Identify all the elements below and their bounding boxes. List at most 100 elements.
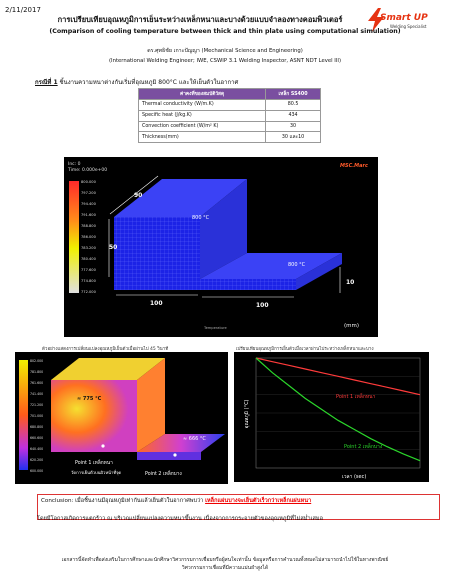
table-header: ค่าคงที่ของสมบัติวัสดุ	[137, 88, 267, 100]
legend-label: 788.800	[81, 224, 97, 228]
dimension-lines	[108, 175, 341, 298]
table-row: Convection coefficient (W/m² K) 30	[137, 120, 321, 133]
grid	[256, 376, 420, 450]
legend-label: 800.000	[81, 180, 97, 184]
legend-label: 797.200	[81, 191, 97, 195]
legend-label: 780.400	[81, 257, 97, 261]
logo-brand: Smart UP	[380, 13, 428, 23]
table-row: Thickness(mm) 30 และ10	[137, 131, 321, 144]
legend-label: 660.600	[30, 436, 43, 440]
legend-label: 640.400	[30, 447, 43, 451]
temp-label-thick: ≈ 775 °C	[77, 396, 102, 402]
thin-plate-side	[296, 253, 342, 290]
thick-block-top	[114, 179, 247, 217]
conclusion-lead: Conclusion: เมื่อชิ้นงานมีอุณหภูมิเท่ากั…	[41, 498, 206, 504]
cooling-chart-svg: อุณหภูมิ (°C) เวลา (sec) Point 1 เหล็กหน…	[243, 357, 421, 480]
dim-label: 10	[346, 279, 354, 286]
table-row: Thermal conductivity (W/m.K) 80.5	[137, 99, 321, 111]
thick-block-top	[51, 358, 165, 380]
legend-label: 783.200	[81, 246, 97, 250]
fem-model-graphic: Inc: 0 Time: 0.000e+00 MSC.Marc 800.000 …	[67, 161, 368, 330]
measure-note: วัดการเย็นตัวบนผิวหน้าที่จุด	[71, 469, 122, 476]
table-cell: Specific heat (J/kg.K)	[137, 109, 267, 122]
legend-label: 794.400	[81, 202, 97, 206]
material-properties-table: ค่าคงที่ของสมบัติวัสดุ เหล็ก SS400 Therm…	[137, 88, 321, 144]
table-cell: Convection coefficient (W/m² K)	[137, 120, 267, 133]
table-row: Specific heat (J/kg.K) 434	[137, 109, 321, 122]
legend-label: 680.800	[30, 425, 43, 429]
legend-label: 772.000	[81, 290, 97, 294]
legend-label: 781.800	[30, 370, 43, 374]
caption-right: เปรียบเทียบอุณหภูมิการเย็นตัวเมื่อเวลาผ่…	[236, 347, 374, 352]
dimension-labels: 90 50 100 100 10	[109, 192, 354, 309]
legend-label: 761.600	[30, 381, 43, 385]
temp-label-thin: ≈ 666 °C	[183, 436, 206, 442]
conclusion-highlight: เหล็กแผ่นบางจะเย็นตัวเร็วกว่าเหล็กแผ่นหน…	[205, 498, 312, 504]
credentials: (International Welding Engineer; IWE, CS…	[108, 58, 342, 64]
thick-block-side	[137, 358, 165, 452]
logo-tagline: Welding Specialist	[390, 24, 427, 29]
table-header: เหล็ก SS400	[265, 88, 321, 100]
temp-label-thick: 800 °C	[192, 215, 210, 221]
fem-legend-labels: 800.000 797.200 794.400 791.600 788.800 …	[81, 180, 97, 294]
author: ดร.ศุทธิชัย เกาะปัญญา (Mechanical Scienc…	[147, 48, 303, 54]
legend-label: 777.600	[81, 268, 97, 272]
fem-inc-text: Inc: 0	[68, 161, 81, 167]
logo: Smart UP Welding Specialist	[366, 6, 440, 36]
dim-label: 100	[150, 300, 163, 307]
thin-plate-front	[200, 279, 296, 290]
fem-cooling-graphic: 802.000 781.800 761.600 741.400 721.200 …	[19, 358, 225, 477]
legend-label: 802.000	[30, 359, 43, 363]
fem2-legend-labels: 802.000 781.800 761.600 741.400 721.200 …	[30, 359, 43, 473]
caption-left: ตัวอย่างแสดงการเปลี่ยนแปลงอุณหภูมิเย็นตั…	[42, 347, 169, 352]
conclusion-detail: โดยมีโอกาสเกิดการแตกร้าว ณ บริเวณเปลี่ยน…	[37, 516, 323, 522]
table-header-row: ค่าคงที่ของสมบัติวัสดุ เหล็ก SS400	[137, 88, 321, 100]
page-title-thai: การเปรียบเทียบอุณหภูมิการเย็นระหว่างเหล็…	[57, 15, 343, 24]
point2-label: Point 2 เหล็กบาง	[145, 469, 182, 477]
fem-watermark: MSC.Marc	[340, 163, 368, 169]
fem-model-image: Inc: 0 Time: 0.000e+00 MSC.Marc 800.000 …	[64, 157, 378, 337]
series-lines	[255, 357, 421, 462]
case-heading: กรณีที่ 1 ชิ้นงานความหนาต่างกันเริ่มที่อ…	[35, 77, 238, 87]
case-label: กรณีที่ 1	[35, 79, 58, 86]
thin-plate-top	[200, 253, 342, 279]
legend-label: 774.800	[81, 279, 97, 283]
table-cell: Thermal conductivity (W/m.K)	[137, 99, 267, 111]
legend-label: 741.400	[30, 392, 43, 396]
thick-block-base	[114, 279, 200, 290]
footer-line: เอกสารนี้จัดทำเพื่อส่งเสริมในการศึกษาและ…	[61, 557, 389, 563]
case-text: ชิ้นงานความหนาต่างกันเริ่มที่อุณหภูมิ 80…	[57, 79, 239, 86]
table-cell: Thickness(mm)	[137, 131, 267, 144]
thin-plate-front	[137, 452, 201, 460]
point2-marker	[173, 453, 177, 457]
legend-label: 791.600	[81, 213, 97, 217]
thin-plate-top	[137, 434, 225, 452]
legend-label: 620.200	[30, 458, 43, 462]
legend-label: 786.000	[81, 235, 97, 239]
series-label-thick: Point 1 เหล็กหนา	[336, 392, 376, 400]
x-axis-label: เวลา (sec)	[342, 474, 366, 480]
table-cell: 80.5	[265, 99, 321, 111]
dim-label: 50	[109, 244, 117, 251]
series-label-thin: Point 2 เหล็กบาง	[344, 442, 383, 450]
legend-label: 721.200	[30, 403, 43, 407]
cooling-chart: อุณหภูมิ (°C) เวลา (sec) Point 1 เหล็กหน…	[234, 352, 429, 482]
fem-cooling-image: 802.000 781.800 761.600 741.400 721.200 …	[15, 352, 228, 484]
dim-label: 90	[134, 192, 142, 199]
temp-label-thin: 800 °C	[288, 262, 306, 268]
legend-label: 600.000	[30, 469, 43, 473]
series-line-thin	[255, 357, 421, 462]
table-cell: 434	[265, 109, 321, 122]
fem2-color-legend	[19, 360, 28, 470]
table-cell: 30	[265, 120, 321, 133]
date: 2/11/2017	[5, 6, 41, 14]
legend-label: 701.000	[30, 414, 43, 418]
footer-note: เอกสารนี้จัดทำเพื่อส่งเสริมในการศึกษาและ…	[20, 556, 430, 572]
fem-time-text: Time: 0.000e+00	[67, 167, 107, 173]
thick-block-side	[200, 179, 247, 279]
fem-footer: Temperature	[203, 326, 228, 330]
y-axis-label: อุณหภูมิ (°C)	[243, 399, 250, 428]
footer-line: วิศวกรรมการเชื่อมที่มีความแม่นยำสูงได้	[181, 565, 269, 571]
table-cell: 30 และ10	[265, 131, 321, 144]
series-line-thick	[255, 357, 421, 396]
